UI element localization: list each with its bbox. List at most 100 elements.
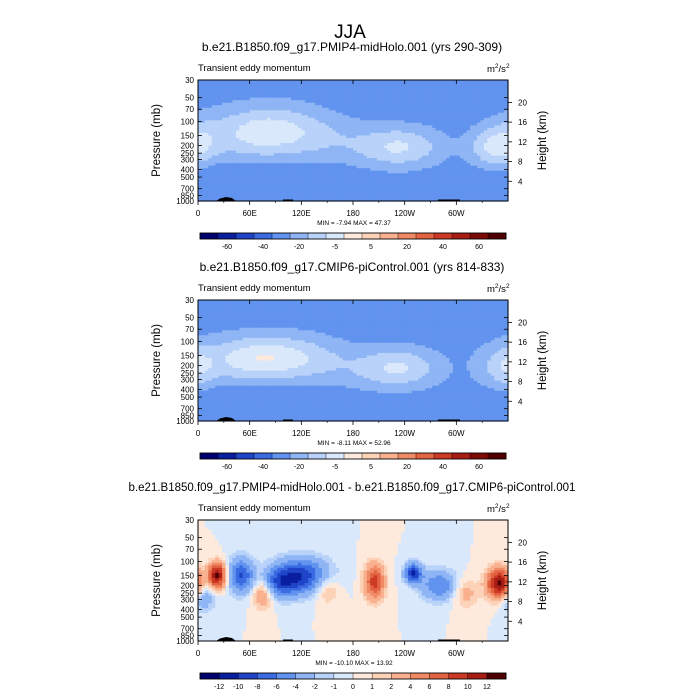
x-tick-label: 180 [346, 209, 360, 218]
heatmap-cell [211, 85, 216, 89]
heatmap-cell [397, 163, 402, 167]
heatmap-cell [418, 120, 423, 124]
heatmap-cell [411, 112, 416, 116]
heatmap-cell [394, 150, 399, 154]
heatmap-cell [346, 183, 351, 187]
heatmap-cell [266, 137, 271, 142]
heatmap-cell [342, 125, 347, 129]
heatmap-cell [432, 307, 437, 311]
heatmap-cell [280, 82, 285, 86]
heatmap-cell [201, 158, 206, 162]
heatmap-cell [315, 107, 320, 111]
heatmap-cell [242, 168, 247, 172]
heatmap-cell [473, 148, 478, 152]
heatmap-cell [225, 137, 230, 142]
heatmap-cell [394, 170, 399, 174]
heatmap-cell [322, 310, 327, 314]
heatmap-cell [456, 90, 461, 94]
heatmap-cell [432, 148, 437, 152]
heatmap-cell [380, 312, 385, 316]
heatmap-cell [342, 160, 347, 164]
heatmap-cell [446, 97, 451, 101]
heatmap-cell [273, 107, 278, 111]
heatmap-cell [297, 107, 302, 111]
heatmap-cell [225, 148, 230, 152]
heatmap-cell [204, 148, 209, 152]
heatmap-cell [459, 170, 464, 174]
heatmap-cell [222, 100, 227, 104]
heatmap-cell [211, 173, 216, 177]
heatmap-cell [339, 163, 344, 167]
heatmap-cell [328, 185, 333, 189]
heatmap-cell [235, 115, 240, 119]
heatmap-cell [480, 115, 485, 119]
heatmap-cell [463, 178, 468, 182]
heatmap-cell [342, 105, 347, 109]
heatmap-cell [318, 105, 323, 109]
heatmap-cell [446, 190, 451, 195]
heatmap-cell [390, 105, 395, 109]
heatmap-cell [473, 82, 478, 86]
heatmap-cell [394, 312, 399, 316]
heatmap-cell [294, 90, 299, 94]
heatmap-cell [211, 122, 216, 126]
heatmap-cell [404, 178, 409, 182]
heatmap-cell [346, 127, 351, 132]
heatmap-cell [463, 190, 468, 195]
heatmap-cell [311, 300, 316, 304]
heatmap-cell [377, 307, 382, 311]
heatmap-cell [208, 300, 213, 304]
heatmap-cell [463, 122, 468, 126]
heatmap-cell [490, 195, 495, 200]
heatmap-cell [215, 310, 220, 314]
heatmap-cell [308, 310, 313, 314]
heatmap-cell [266, 175, 271, 179]
heatmap-cell [328, 97, 333, 101]
heatmap-cell [325, 158, 330, 162]
heatmap-cell [339, 85, 344, 89]
heatmap-cell [428, 117, 433, 121]
heatmap-cell [363, 193, 368, 197]
heatmap-cell [394, 100, 399, 104]
heatmap-cell [452, 302, 457, 306]
heatmap-cell [504, 102, 509, 106]
heatmap-cell [370, 195, 375, 200]
heatmap-cell [390, 102, 395, 106]
heatmap-cell [487, 310, 492, 314]
heatmap-cell [394, 125, 399, 129]
heatmap-cell [425, 132, 430, 137]
heatmap-cell [198, 188, 203, 192]
heatmap-cell [287, 137, 292, 142]
heatmap-cell [370, 300, 375, 304]
heatmap-cell [232, 165, 237, 169]
heatmap-cell [315, 102, 320, 106]
heatmap-cell [225, 188, 230, 192]
heatmap-cell [449, 115, 454, 119]
heatmap-cell [466, 117, 471, 121]
heatmap-cell [387, 115, 392, 119]
heatmap-cell [215, 153, 220, 157]
heatmap-cell [260, 160, 265, 164]
heatmap-cell [291, 302, 296, 306]
heatmap-cell [397, 305, 402, 309]
heatmap-cell [415, 140, 420, 144]
heatmap-cell [411, 300, 416, 304]
heatmap-cell [256, 127, 261, 132]
heatmap-cell [459, 105, 464, 109]
heatmap-cell [380, 82, 385, 86]
heatmap-cell [353, 105, 358, 109]
heatmap-cell [421, 190, 426, 195]
heatmap-cell [456, 145, 461, 149]
heatmap-cell [428, 132, 433, 137]
heatmap-cell [373, 132, 378, 137]
heatmap-cell [201, 87, 206, 91]
heatmap-cell [301, 158, 306, 162]
heatmap-cell [335, 115, 340, 119]
heatmap-cell [335, 90, 340, 94]
heatmap-cell [415, 188, 420, 192]
heatmap-cell [335, 80, 340, 84]
heatmap-cell [322, 163, 327, 167]
heatmap-cell [439, 115, 444, 119]
heatmap-cell [253, 102, 258, 106]
y-right-tick-label: 12 [518, 138, 527, 147]
